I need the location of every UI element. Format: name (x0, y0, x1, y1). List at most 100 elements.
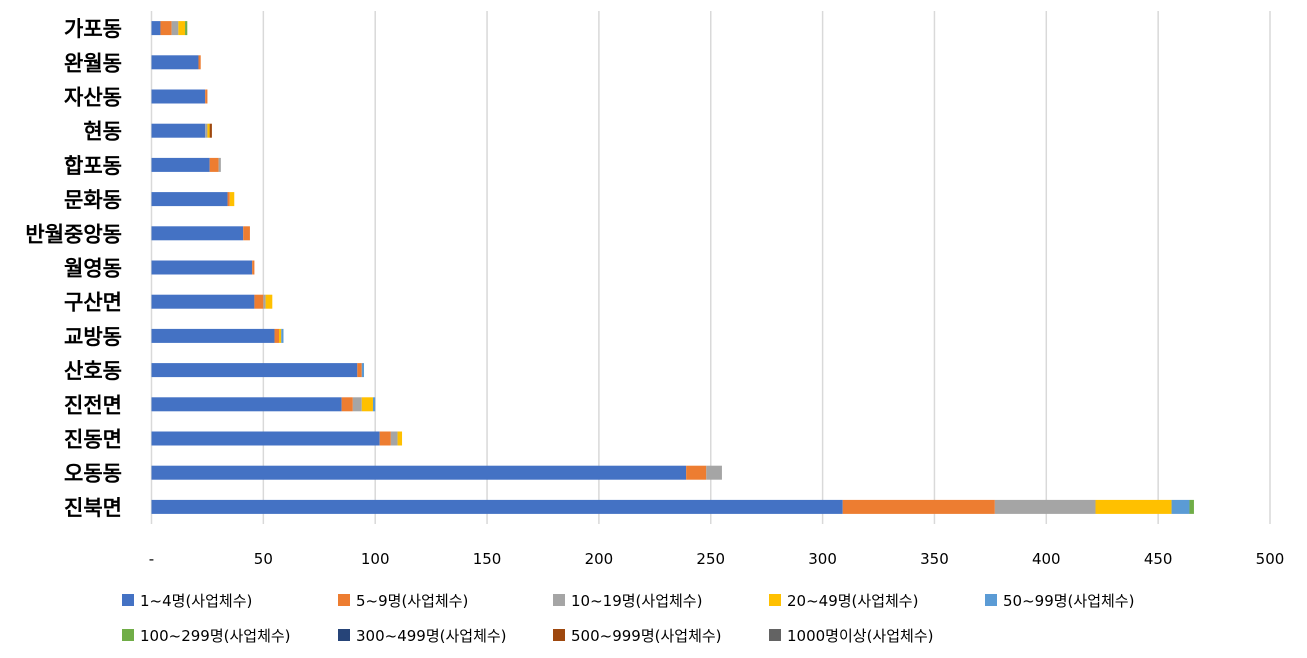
bar-segment (151, 260, 253, 275)
bar-segment (706, 465, 722, 480)
bar-segment (151, 499, 843, 514)
legend-label: 100~299명(사업체수) (140, 627, 291, 645)
bar-segment (1171, 499, 1190, 514)
x-tick-label: 200 (585, 550, 614, 568)
bar-segment (397, 431, 403, 446)
y-category-label: 진전면 (64, 393, 122, 417)
bar-segment (151, 192, 228, 207)
bar-segment (178, 21, 186, 36)
legend-label: 20~49명(사업체수) (787, 592, 918, 610)
bar-segment (994, 499, 1096, 514)
bar-segment (1189, 499, 1194, 514)
x-axis-labels: - 50 100 150 200 250 300 350 400 450 500 (149, 550, 1285, 568)
legend-marker (338, 629, 350, 641)
y-category-label: 월영동 (64, 257, 122, 281)
y-category-label: 구산면 (64, 291, 122, 315)
x-tick-label: 400 (1032, 550, 1061, 568)
bar-segment (265, 294, 273, 309)
y-category-label: 합포동 (64, 154, 122, 178)
bar-segment (151, 55, 199, 70)
bar-segment (279, 328, 282, 343)
legend-marker (553, 629, 565, 641)
x-tick-label: 100 (361, 550, 390, 568)
bar-segment (205, 89, 208, 104)
bar-segment (361, 397, 373, 412)
bar-segment (171, 21, 179, 36)
bar-segment (390, 431, 398, 446)
bar-segment (205, 123, 208, 138)
bar-segment (151, 397, 342, 412)
bar-segment (254, 294, 264, 309)
bars (151, 21, 1194, 514)
x-tick-label: 300 (808, 550, 837, 568)
legend-marker (338, 594, 350, 606)
gridlines (150, 11, 1271, 524)
legend-label: 1000명이상(사업체수) (787, 627, 933, 645)
bar-segment (151, 21, 161, 36)
y-category-label: 자산동 (64, 86, 122, 110)
y-category-label: 반월중앙동 (25, 222, 122, 246)
legend-label: 5~9명(사업체수) (356, 592, 468, 610)
bar-segment (218, 157, 221, 172)
bar-segment (243, 226, 250, 241)
bar-segment (352, 397, 362, 412)
bar-segment (160, 21, 172, 36)
legend-label: 500~999명(사업체수) (571, 627, 722, 645)
bar-segment (372, 397, 376, 412)
bar-segment (198, 55, 201, 70)
y-category-label: 현동 (83, 120, 122, 144)
bar-segment (281, 328, 284, 343)
x-tick-label: 450 (1144, 550, 1173, 568)
bar-segment (151, 123, 206, 138)
x-tick-label: 150 (473, 550, 502, 568)
legend-label: 300~499명(사업체수) (356, 627, 507, 645)
y-category-label: 산호동 (64, 359, 122, 383)
legend-marker (122, 594, 134, 606)
bar-segment (151, 363, 358, 378)
y-axis-labels: 가포동완월동자산동현동합포동문화동반월중앙동월영동구산면교방동산호동진전면진동면… (25, 17, 122, 520)
y-category-label: 완월동 (64, 51, 122, 75)
y-category-label: 진북면 (64, 496, 122, 520)
bar-segment (209, 123, 212, 138)
bar-segment (151, 328, 275, 343)
bar-segment (341, 397, 353, 412)
bar-segment (1095, 499, 1172, 514)
bar-segment (151, 89, 206, 104)
y-category-label: 오동동 (64, 462, 122, 486)
bar-segment (151, 465, 687, 480)
bar-segment (209, 157, 219, 172)
bar-segment (274, 328, 280, 343)
bar-segment (842, 499, 995, 514)
bar-segment (151, 431, 380, 446)
y-category-label: 가포동 (64, 17, 122, 41)
bar-segment (151, 157, 210, 172)
legend-marker (985, 594, 997, 606)
x-tick-label: 250 (696, 550, 725, 568)
legend-marker (553, 594, 565, 606)
legend: 1~4명(사업체수) 5~9명(사업체수) 10~19명(사업체수) 20~49명(사… (122, 592, 1134, 645)
y-category-label: 진동면 (64, 428, 122, 452)
bar-segment (252, 260, 255, 275)
y-category-label: 문화동 (64, 188, 122, 212)
bar-segment (185, 21, 188, 36)
x-tick-label: 500 (1256, 550, 1285, 568)
x-tick-label: 350 (920, 550, 949, 568)
bar-segment (151, 294, 255, 309)
bar-segment (379, 431, 391, 446)
bar-segment (151, 226, 244, 241)
bar-segment (227, 192, 230, 207)
legend-marker (769, 629, 781, 641)
x-tick-label: 50 (254, 550, 273, 568)
y-category-label: 교방동 (64, 325, 122, 349)
legend-marker (769, 594, 781, 606)
bar-segment (686, 465, 707, 480)
bar-segment (361, 363, 365, 378)
legend-label: 1~4명(사업체수) (140, 592, 252, 610)
legend-label: 50~99명(사업체수) (1003, 592, 1134, 610)
bar-segment (207, 123, 210, 138)
bar-segment (357, 363, 362, 378)
legend-marker (122, 629, 134, 641)
x-tick-label: - (149, 550, 154, 568)
legend-label: 10~19명(사업체수) (571, 592, 702, 610)
